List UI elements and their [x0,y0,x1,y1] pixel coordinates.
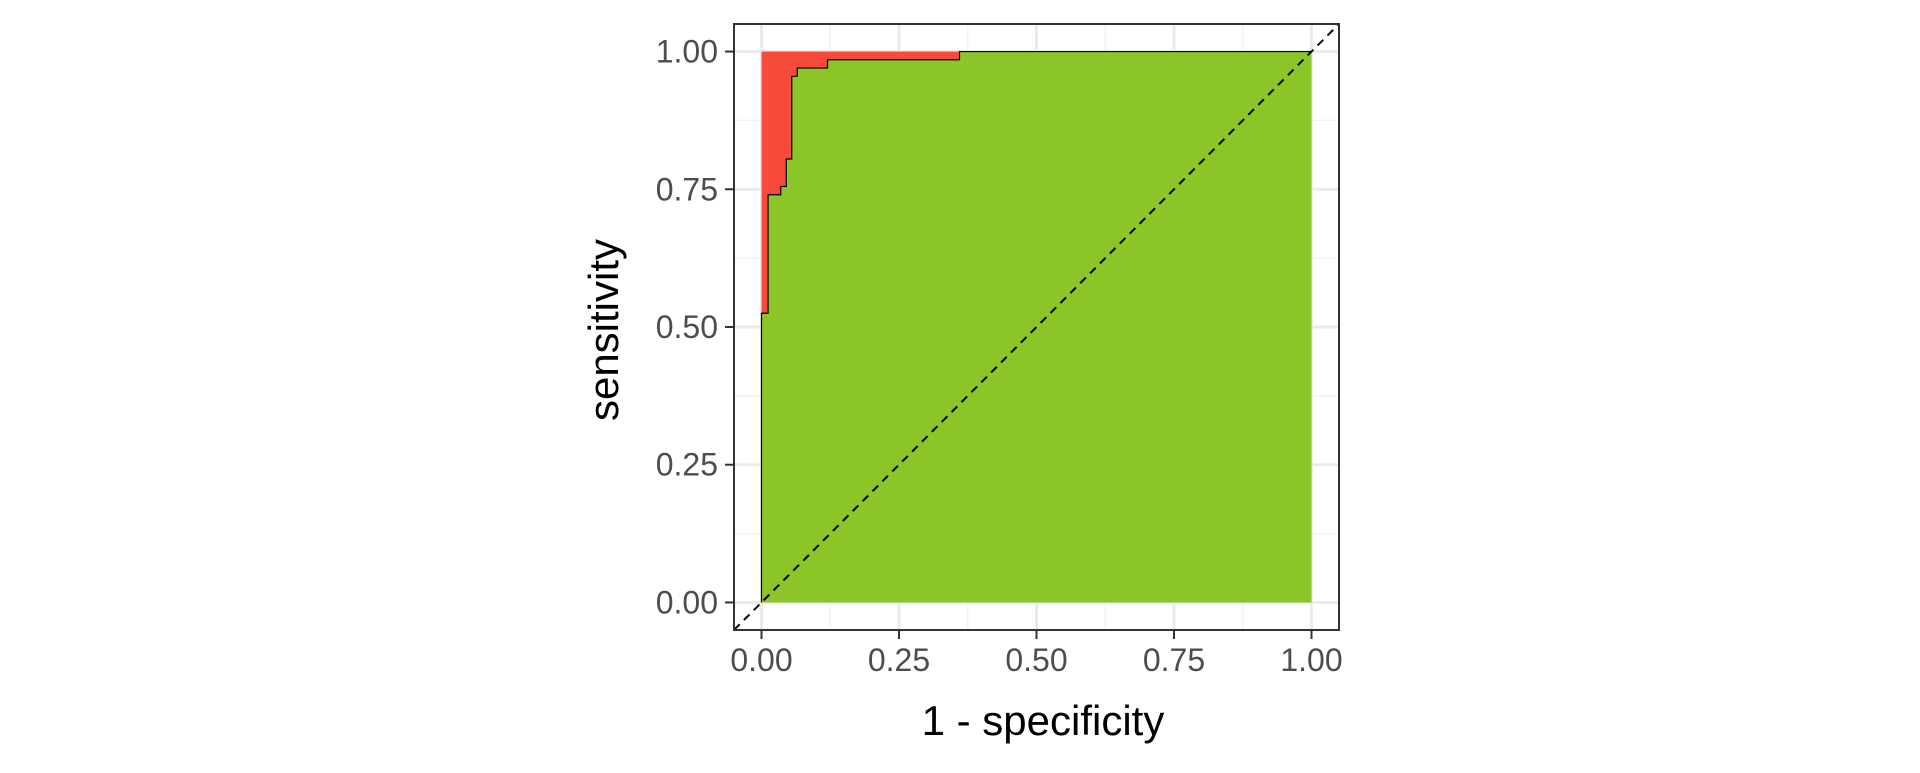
x-tick-label: 0.25 [868,642,930,678]
x-tick-label: 1.00 [1280,642,1342,678]
reference-diagonal-line [733,23,1340,631]
y-tick-label: 1.00 [656,34,718,70]
tick-layer: 0.00 0.25 0.50 0.75 1.00 0.00 0.25 0.50 0.75 1.00 [656,34,1343,678]
y-tick-label: 0.00 [656,584,718,620]
curve-layer [733,23,1340,631]
y-tick-label: 0.50 [656,309,718,345]
roc-curve-line [760,50,1312,603]
x-tick-label: 0.75 [1143,642,1205,678]
x-tick-label: 0.50 [1005,642,1067,678]
y-axis-title: sensitivity [580,239,627,421]
y-tick-label: 0.75 [656,171,718,207]
y-tick-label: 0.25 [656,447,718,483]
x-tick-label: 0.00 [730,642,792,678]
x-axis-title: 1 - specificity [922,697,1165,744]
